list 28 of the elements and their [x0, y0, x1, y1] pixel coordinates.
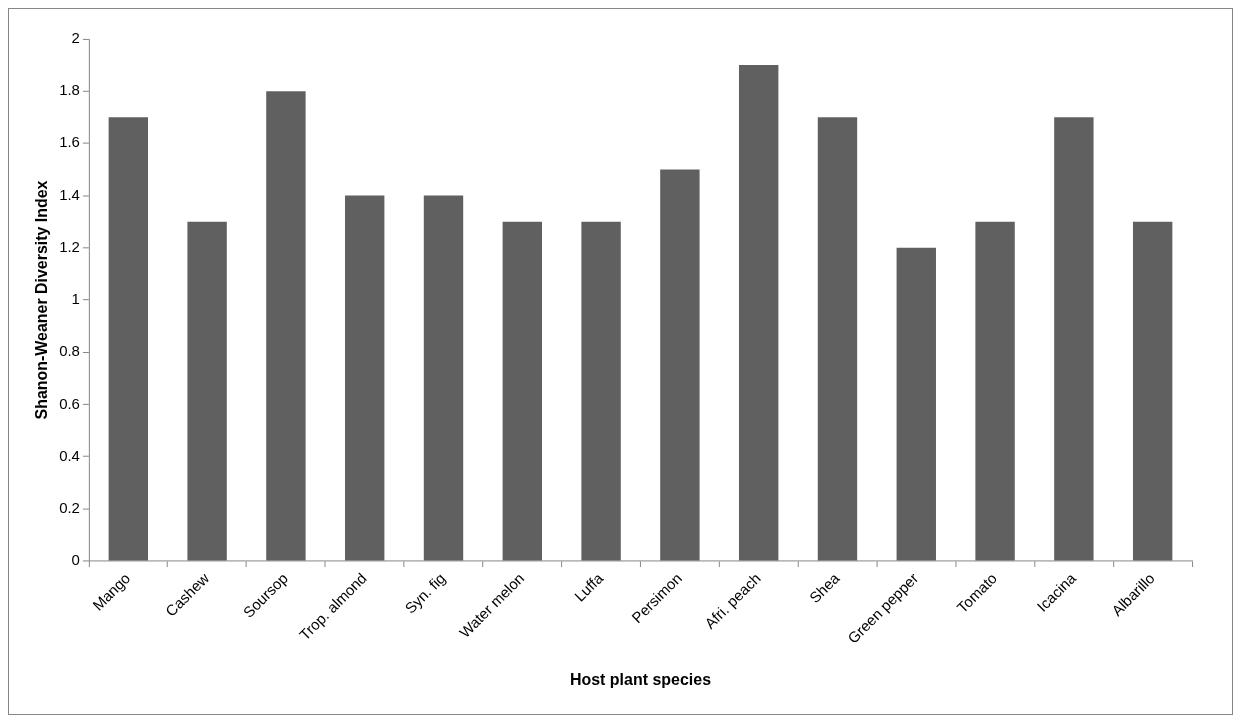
y-tick-label: 0.4 [59, 446, 80, 464]
y-tick-label: 0.2 [59, 498, 80, 516]
x-tick-label: Syn. fig [401, 569, 449, 617]
y-tick-label: 2 [71, 29, 80, 47]
bar [502, 221, 542, 561]
y-tick-label: 0.6 [59, 394, 80, 412]
bar [738, 65, 779, 561]
bar [660, 169, 700, 561]
y-tick-label: 0.8 [59, 342, 80, 360]
bar [1132, 221, 1173, 561]
y-tick-label: 1 [71, 290, 80, 308]
bar [581, 221, 621, 561]
y-tick-label: 1.2 [59, 237, 80, 255]
y-tick-label: 0 [71, 551, 80, 569]
bar [108, 117, 149, 561]
bar [896, 247, 936, 561]
y-tick-label: 1.6 [59, 133, 80, 151]
y-axis-title: Shanon-Weaner Diversity Index [32, 180, 50, 420]
bar [187, 221, 227, 561]
bar [345, 195, 385, 561]
bar [266, 91, 306, 561]
x-axis-title: Host plant species [569, 670, 712, 688]
y-tick-label: 1.4 [59, 185, 80, 203]
bar [817, 117, 858, 561]
y-tick-label: 1.8 [59, 81, 80, 99]
bar [975, 221, 1015, 561]
bar [423, 195, 464, 561]
bar [1054, 117, 1094, 561]
